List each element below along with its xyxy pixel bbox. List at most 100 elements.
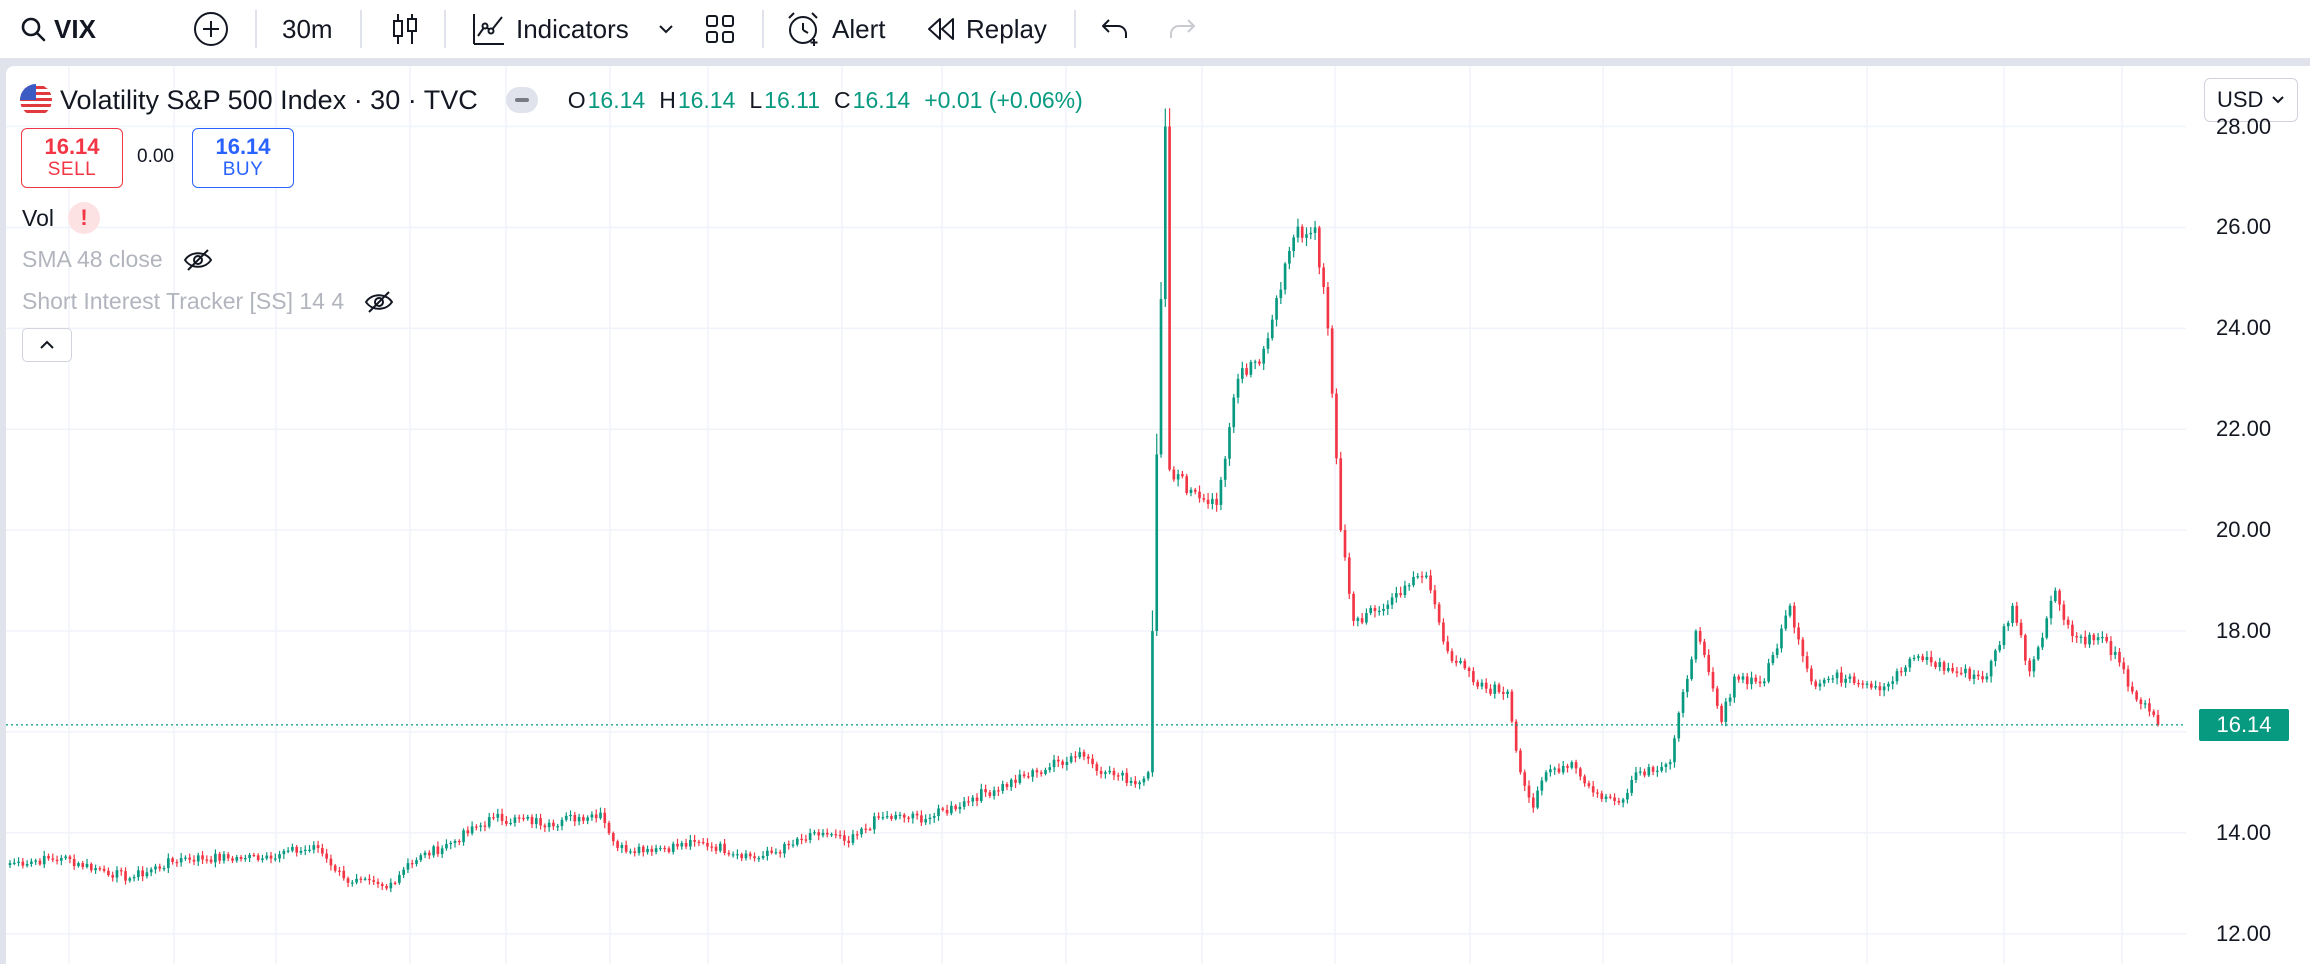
eye-crossed-icon[interactable] <box>183 248 213 272</box>
buy-button[interactable]: 16.14 BUY <box>192 128 294 188</box>
candle-body <box>1420 576 1424 578</box>
candle-body <box>2036 647 2040 660</box>
candle-body <box>1296 226 1300 238</box>
indicator-vol[interactable]: Vol ! <box>22 202 100 234</box>
price-tick: 26.00 <box>2216 214 2272 240</box>
chart-panel[interactable]: Volatility S&P 500 Index · 30 · TVC O 16.… <box>6 66 2310 964</box>
candle-body <box>1947 668 1950 671</box>
candle-body <box>179 858 183 863</box>
candle-body <box>1929 656 1933 663</box>
candle-body <box>68 856 72 860</box>
candle-body <box>1168 126 1171 470</box>
candle-body <box>1369 607 1373 614</box>
candle-body <box>693 840 696 842</box>
indicator-short-interest[interactable]: Short Interest Tracker [SS] 14 4 <box>22 288 394 315</box>
candle-body <box>684 843 688 847</box>
candle-body <box>1985 676 1989 680</box>
collapse-indicators-button[interactable] <box>22 328 72 362</box>
last-price-label: 16.14 <box>2199 708 2289 741</box>
sell-button[interactable]: 16.14 SELL <box>21 128 123 188</box>
candle-body <box>1878 686 1882 691</box>
candle-body <box>1309 232 1313 235</box>
candle-body <box>1775 648 1779 656</box>
candle-body <box>569 814 572 817</box>
candle-body <box>423 852 427 856</box>
indicators-button[interactable]: Indicators <box>472 0 629 58</box>
candle-body <box>582 816 585 821</box>
low-key: L <box>749 86 763 113</box>
candle-body <box>1698 631 1702 642</box>
candle-body <box>2049 601 2053 619</box>
toolbar-divider <box>360 10 362 48</box>
indicator-sma[interactable]: SMA 48 close <box>22 246 213 273</box>
candle-body <box>2002 626 2006 646</box>
candle-body <box>398 874 401 883</box>
search-icon <box>21 17 46 42</box>
candle-body <box>1733 676 1736 698</box>
interval-button[interactable]: 30m <box>282 0 333 58</box>
toolbar-divider <box>255 10 257 48</box>
candle-body <box>907 817 910 819</box>
candle-body <box>1450 651 1454 661</box>
candle-body <box>526 816 530 819</box>
candle-body <box>783 843 786 854</box>
candlestick-chart[interactable] <box>6 66 2310 964</box>
candle-body <box>1673 738 1676 763</box>
price-tick: 20.00 <box>2216 517 2272 543</box>
candle-body <box>945 809 949 814</box>
candle-body <box>1810 668 1813 682</box>
candle-body <box>881 817 885 819</box>
candle-body <box>1335 393 1338 459</box>
candle-body <box>932 816 936 818</box>
candle-body <box>1339 458 1343 531</box>
indicators-dropdown-button[interactable] <box>657 0 675 58</box>
candle-body <box>689 840 692 847</box>
templates-button[interactable] <box>705 0 735 58</box>
candle-body <box>1219 479 1223 505</box>
compare-symbol-button[interactable] <box>193 0 229 58</box>
candle-body <box>115 870 119 878</box>
candle-body <box>1142 778 1146 783</box>
candle-body <box>1904 667 1907 672</box>
indicators-label: Indicators <box>516 13 629 44</box>
hide-legend-button[interactable] <box>505 87 538 113</box>
candle-body <box>1792 605 1796 628</box>
eye-crossed-icon[interactable] <box>364 290 394 314</box>
candle-body <box>1305 234 1308 238</box>
currency-select[interactable]: USD <box>2204 78 2298 122</box>
candle-body <box>1014 779 1017 783</box>
symbol-search-button[interactable]: VIX <box>20 0 96 58</box>
candle-body <box>577 816 581 822</box>
candle-body <box>659 847 662 850</box>
candle-body <box>475 826 478 828</box>
open-value: 16.14 <box>587 86 646 113</box>
candle-body <box>1313 227 1317 233</box>
candle-body <box>1095 764 1099 771</box>
candle-body <box>1215 498 1218 505</box>
candle-body <box>1818 683 1822 687</box>
candle-body <box>453 841 457 843</box>
redo-button[interactable] <box>1167 0 1197 58</box>
candle-body <box>119 870 123 872</box>
candle-body <box>1835 672 1839 679</box>
candle-body <box>256 855 260 860</box>
candle-body <box>979 789 983 802</box>
chart-type-button[interactable] <box>390 0 420 58</box>
undo-button[interactable] <box>1100 0 1130 58</box>
replay-button[interactable]: Replay <box>926 0 1047 58</box>
candle-body <box>1827 678 1830 681</box>
candle-body <box>346 878 350 883</box>
chevron-down-icon <box>2272 96 2284 104</box>
candle-body <box>1279 289 1283 299</box>
candle-body <box>723 843 726 853</box>
warning-icon[interactable]: ! <box>67 202 100 234</box>
candle-body <box>813 832 816 834</box>
symbol-title[interactable]: Volatility S&P 500 Index · 30 · TVC <box>60 84 478 115</box>
alert-button[interactable]: Alert <box>786 0 885 58</box>
candle-body <box>2071 624 2074 637</box>
candle-body <box>1771 655 1775 664</box>
candle-body <box>1964 668 1967 674</box>
candle-body <box>620 845 624 848</box>
price-tick: 28.00 <box>2216 113 2272 139</box>
candle-body <box>1377 610 1381 613</box>
